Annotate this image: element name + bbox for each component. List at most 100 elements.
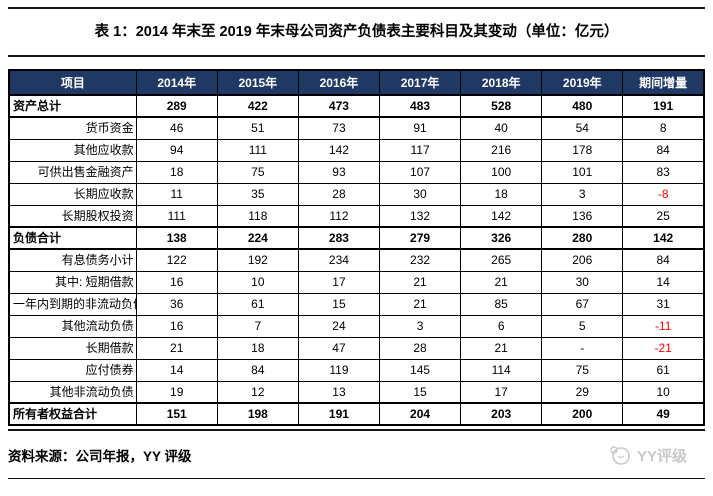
- table-row: 长期应收款 11 35 28 30 18 3 -8: [8, 182, 705, 206]
- cell-value: 61: [622, 358, 705, 382]
- cell-value: 93: [297, 160, 381, 184]
- table-row: 可供出售金融资产 18 75 93 107 100 101 83: [8, 160, 705, 184]
- row-label: 资产总计: [8, 94, 137, 118]
- cell-value: 279: [378, 226, 462, 250]
- cell-value: 3: [541, 182, 624, 206]
- cell-value: 480: [541, 94, 624, 118]
- cell-value: 5: [541, 314, 624, 338]
- table-row: 负债合计 138 224 283 279 326 280 142: [8, 226, 705, 250]
- column-header: 2015年: [216, 69, 299, 96]
- cell-value: 29: [541, 380, 624, 404]
- cell-value: 83: [622, 160, 705, 184]
- cell-value: 151: [135, 402, 218, 426]
- watermark: YY评级: [608, 444, 687, 466]
- row-label: 长期借款: [8, 336, 137, 360]
- column-header: 2016年: [297, 69, 381, 96]
- table-row: 应付债券 14 84 119 145 114 75 61: [8, 358, 705, 382]
- cell-value: 114: [460, 358, 543, 382]
- row-label: 一年内到期的非流动负债: [8, 292, 137, 316]
- cell-value: 107: [378, 160, 462, 184]
- table-row: 其他非流动负债 19 12 13 15 17 29 10: [8, 380, 705, 404]
- cell-value: 280: [541, 226, 624, 250]
- source-note: 资料来源：公司年报，YY 评级: [8, 449, 192, 464]
- cell-value: 265: [460, 248, 543, 272]
- cell-value: 200: [541, 402, 624, 426]
- table-row: 其他流动负债 16 7 24 3 6 5 -11: [8, 314, 705, 338]
- cell-value: 21: [460, 336, 543, 360]
- cell-value: 28: [297, 182, 381, 206]
- row-label: 货币资金: [8, 116, 137, 140]
- cell-value: 18: [135, 160, 218, 184]
- cell-value: 178: [541, 138, 624, 162]
- column-header: 期间增量: [622, 69, 705, 96]
- row-label: 其他流动负债: [8, 314, 137, 338]
- table-row: 长期借款 21 18 47 28 21- -21: [8, 336, 705, 360]
- column-header: 2017年: [378, 69, 462, 96]
- row-label: 长期股权投资: [8, 204, 137, 228]
- cell-value: 10: [622, 380, 705, 404]
- row-label: 所有者权益合计: [8, 402, 137, 426]
- table-row: 一年内到期的非流动负债 36 61 15 21 85 67 31: [8, 292, 705, 316]
- cell-value: -21: [622, 336, 705, 360]
- cell-value: 142: [622, 226, 705, 250]
- cell-value: 21: [460, 270, 543, 294]
- cell-value: 19: [135, 380, 218, 404]
- cell-value: 192: [216, 248, 299, 272]
- cell-value: 111: [216, 138, 299, 162]
- cell-value: 234: [297, 248, 381, 272]
- cell-value: 136: [541, 204, 624, 228]
- cell-value: 84: [622, 248, 705, 272]
- table-title: 表 1：2014 年末至 2019 年末母公司资产负债表主要科目及其变动（单位：…: [94, 24, 619, 40]
- cell-value: 49: [622, 402, 705, 426]
- table-header: 项目 2014年 2015年 2016年 2017年 2018年 2019年 期间增量: [8, 69, 705, 96]
- cell-value: 8: [622, 116, 705, 140]
- cell-value: 7: [216, 314, 299, 338]
- cell-value: 21: [378, 270, 462, 294]
- cell-value: 473: [297, 94, 381, 118]
- cell-value: 31: [622, 292, 705, 316]
- cell-value: 10: [216, 270, 299, 294]
- cell-value: 224: [216, 226, 299, 250]
- cell-value: 145: [378, 358, 462, 382]
- cell-value: -: [541, 336, 624, 360]
- cell-value: 142: [460, 204, 543, 228]
- cell-value: 16: [135, 270, 218, 294]
- cell-value: 483: [378, 94, 462, 118]
- cell-value: 191: [297, 402, 381, 426]
- cell-value: 28: [378, 336, 462, 360]
- cell-value: 216: [460, 138, 543, 162]
- cell-value: 73: [297, 116, 381, 140]
- row-label: 负债合计: [8, 226, 137, 250]
- cell-value: 101: [541, 160, 624, 184]
- cell-value: 204: [378, 402, 462, 426]
- cell-value: 12: [216, 380, 299, 404]
- cell-value: 18: [216, 336, 299, 360]
- cell-value: 14: [135, 358, 218, 382]
- column-header: 2018年: [460, 69, 543, 96]
- cell-value: 142: [297, 138, 381, 162]
- cell-value: 84: [216, 358, 299, 382]
- cell-value: 111: [135, 204, 218, 228]
- cell-value: 15: [378, 380, 462, 404]
- cell-value: 94: [135, 138, 218, 162]
- cell-value: 6: [460, 314, 543, 338]
- cell-value: 25: [622, 204, 705, 228]
- cell-value: 46: [135, 116, 218, 140]
- column-header: 项目: [8, 69, 137, 96]
- cell-value: 3: [378, 314, 462, 338]
- column-header: 2014年: [135, 69, 218, 96]
- title-bottom-rule: [8, 55, 705, 57]
- cell-value: 16: [135, 314, 218, 338]
- footer-row: 资料来源：公司年报，YY 评级 YY评级: [8, 431, 705, 478]
- row-label: 其中: 短期借款: [8, 270, 137, 294]
- cell-value: 24: [297, 314, 381, 338]
- cell-value: 14: [622, 270, 705, 294]
- cell-value: 51: [216, 116, 299, 140]
- balance-sheet-table: 项目 2014年 2015年 2016年 2017年 2018年 2019年 期间增量 资产总…: [8, 69, 705, 426]
- cell-value: -11: [622, 314, 705, 338]
- cell-value: 122: [135, 248, 218, 272]
- row-label: 有息债务小计: [8, 248, 137, 272]
- cell-value: 91: [378, 116, 462, 140]
- cell-value: 30: [378, 182, 462, 206]
- cell-value: 36: [135, 292, 218, 316]
